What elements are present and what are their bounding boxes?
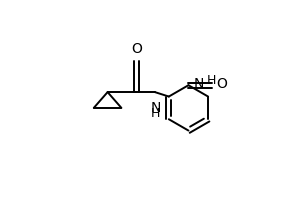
Text: N: N [151, 101, 161, 115]
Text: H: H [151, 107, 160, 120]
Text: O: O [131, 42, 142, 56]
Text: H: H [207, 74, 217, 87]
Text: O: O [216, 77, 227, 91]
Text: N: N [194, 77, 204, 91]
